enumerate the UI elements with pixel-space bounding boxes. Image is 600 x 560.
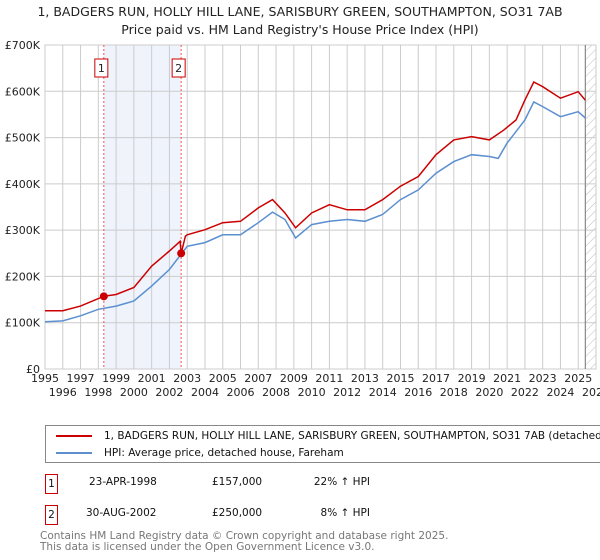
x-tick-label: 2005 [209,372,237,385]
legend: 1, BADGERS RUN, HOLLY HILL LANE, SARISBU… [45,425,600,463]
transaction-date: 30-AUG-2002 [86,507,157,519]
y-tick-label: £300K [5,224,41,237]
x-tick-label: 2017 [422,372,450,385]
x-tick-label: 2002 [155,386,183,399]
sale-point [99,292,108,301]
x-tick-label: 2004 [191,386,219,399]
sale-marker-box [171,58,186,78]
footer-licence: This data is licensed under the Open Gov… [40,541,375,553]
transaction-price: £157,000 [212,476,263,488]
x-tick-label: 2014 [369,386,397,399]
x-tick-label: 2009 [280,372,308,385]
x-tick-label: 1997 [67,372,95,385]
y-tick-label: £100K [5,317,41,330]
x-tick-label: 2022 [511,386,539,399]
x-tick-label: 2000 [120,386,148,399]
red-line-swatch [56,435,92,437]
y-tick-label: £400K [5,178,41,191]
property-price-line [45,80,586,312]
chart-subtitle: Price paid vs. HM Land Registry's House … [121,22,479,37]
sale-point [177,249,186,258]
x-tick-label: 2018 [440,386,468,399]
x-tick-label: 1999 [102,372,130,385]
y-tick-label: £200K [5,270,41,283]
chart-title: 1, BADGERS RUN, HOLLY HILL LANE, SARISBU… [37,4,563,19]
y-tick-label: £0 [26,363,40,376]
footer-copyright: Contains HM Land Registry data © Crown c… [40,530,449,542]
x-tick-label: 2012 [333,386,361,399]
legend-item-hpi: HPI: Average price, detached house, Fare… [56,445,344,461]
x-tick-label: 2021 [493,372,521,385]
marker-badge: 2 [45,505,58,525]
y-tick-label: £500K [5,132,41,145]
x-tick-label: 1996 [49,386,77,399]
shaded-ownership-period [103,45,182,369]
legend-item-property: 1, BADGERS RUN, HOLLY HILL LANE, SARISBU… [56,428,600,444]
x-tick-label: 2013 [351,372,379,385]
x-tick-label: 2001 [138,372,166,385]
x-tick-label: 1998 [84,386,112,399]
price-chart: 1995199619971998199920002001200220032004… [5,39,600,399]
y-tick-label: £600K [5,85,41,98]
sale-marker-box [94,58,109,78]
x-tick-label: 2007 [244,372,272,385]
marker-badge: 1 [45,474,58,494]
x-tick-label: 1995 [31,372,59,385]
plot-border [44,44,597,370]
y-tick-label: £700K [5,39,41,52]
x-tick-label: 2020 [475,386,503,399]
x-tick-label: 2024 [546,386,574,399]
hatched-future-region [585,45,596,369]
transaction-price: £250,000 [212,507,263,519]
x-tick-label: 2010 [298,386,326,399]
sale-marker-label: 2 [175,62,182,75]
x-tick-label: 2026 [582,386,600,399]
x-tick-label: 2016 [404,386,432,399]
blue-line-swatch [56,452,92,454]
x-tick-label: 2025 [564,372,592,385]
transaction-hpi: 8% ↑ HPI [320,507,370,519]
x-tick-label: 2011 [315,372,343,385]
legend-label: HPI: Average price, detached house, Fare… [104,447,344,459]
transaction-hpi: 22% ↑ HPI [313,476,370,488]
hpi-line [44,100,586,323]
x-tick-label: 2008 [262,386,290,399]
x-tick-label: 2003 [173,372,201,385]
sale-marker-label: 1 [98,62,105,75]
x-tick-label: 2019 [458,372,486,385]
x-tick-label: 2023 [529,372,557,385]
transaction-date: 23-APR-1998 [89,476,157,488]
x-tick-label: 2006 [227,386,255,399]
x-tick-label: 2015 [386,372,414,385]
legend-label: 1, BADGERS RUN, HOLLY HILL LANE, SARISBU… [104,430,600,442]
